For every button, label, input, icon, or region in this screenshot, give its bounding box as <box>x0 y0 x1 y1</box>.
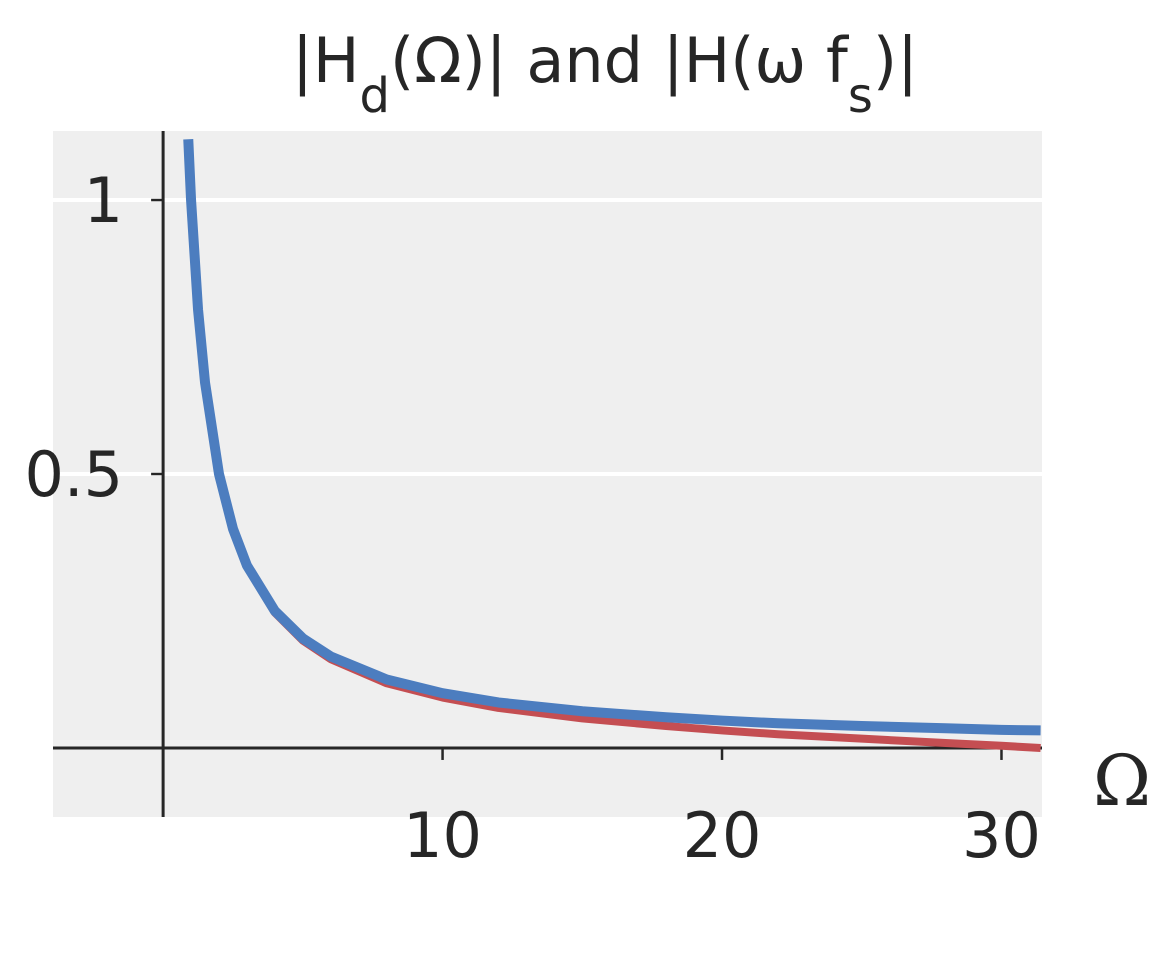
title-part: )| <box>873 24 918 98</box>
title-part: |H <box>292 24 360 98</box>
y-tick-label: 0.5 <box>24 438 123 511</box>
title-subscript: s <box>848 68 873 124</box>
title-part: (Ω)| and |H(ω f <box>390 24 850 98</box>
x-tick-label: 30 <box>962 799 1041 872</box>
chart-title: |Hd(Ω)| and |H(ω fs)| <box>292 24 918 124</box>
title-subscript: d <box>360 68 390 124</box>
x-axis-label: Ω <box>1093 740 1151 822</box>
line-series <box>183 138 1041 736</box>
y-tick-label: 1 <box>84 164 123 237</box>
x-tick-label: 10 <box>403 799 482 872</box>
x-tick-label: 20 <box>683 799 762 872</box>
